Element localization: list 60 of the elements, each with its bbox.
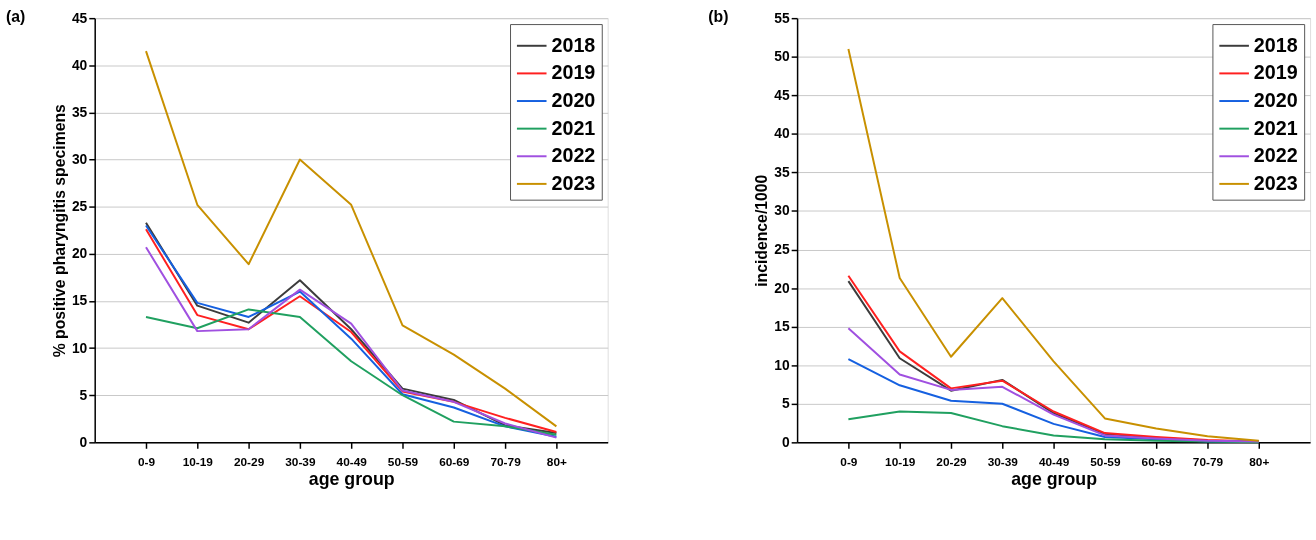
y-tick-label: 45: [774, 86, 791, 103]
chart-title: (a): [5, 8, 26, 26]
y-tick-label: 25: [774, 240, 791, 257]
legend-label: 2022: [551, 144, 596, 167]
x-tick-label: 70-79: [490, 454, 522, 469]
y-tick-label: 55: [774, 9, 791, 26]
y-tick-label: 30: [774, 202, 791, 219]
y-tick-label: 45: [71, 9, 88, 26]
legend-label: 2021: [551, 116, 596, 139]
legend-label: 2018: [551, 33, 596, 56]
line-series: [847, 327, 1260, 443]
legend-label: 2023: [551, 171, 596, 194]
y-tick-label: 20: [71, 245, 88, 262]
y-tick-label: 0: [79, 433, 88, 450]
x-tick-label: 70-79: [1192, 454, 1224, 469]
y-tick-label: 15: [71, 292, 88, 309]
legend-label: 2019: [551, 61, 596, 84]
legend-label: 2021: [1253, 116, 1298, 139]
y-tick-label: 5: [782, 395, 791, 412]
x-tick-label: 10-19: [182, 454, 214, 469]
y-tick-label: 5: [79, 386, 88, 403]
y-tick-label: 25: [71, 198, 88, 215]
line-series: [145, 308, 558, 436]
x-tick-label: 50-59: [1090, 454, 1121, 469]
y-tick-label: 40: [71, 56, 88, 73]
y-tick-label: 15: [774, 318, 791, 335]
x-axis-title: age group: [308, 469, 395, 490]
y-tick-label: 20: [774, 279, 791, 296]
legend-label: 2019: [1253, 61, 1298, 84]
legend-label: 2020: [551, 88, 596, 111]
y-tick-label: 35: [774, 163, 791, 180]
y-tick-label: 50: [774, 48, 791, 65]
x-tick-label: 30-39: [285, 454, 316, 469]
y-tick-label: 30: [71, 151, 88, 167]
x-tick-label: 0-9: [137, 454, 156, 469]
x-tick-label: 20-29: [233, 454, 265, 469]
x-tick-label: 10-19: [885, 454, 916, 469]
x-tick-label: 50-59: [387, 454, 419, 469]
y-axis-title: incidence/1000: [753, 174, 771, 287]
chart-title: (b): [708, 8, 729, 26]
x-tick-label: 0-9: [840, 454, 858, 469]
y-tick-label: 0: [782, 433, 791, 450]
legend-label: 2023: [1253, 171, 1298, 194]
legend-label: 2018: [1253, 33, 1298, 56]
x-tick-label: 40-49: [336, 454, 368, 469]
y-tick-label: 10: [71, 339, 88, 356]
x-tick-label: 40-49: [1038, 454, 1070, 469]
x-tick-label: 80+: [546, 454, 567, 469]
x-tick-label: 80+: [1249, 454, 1270, 469]
x-tick-label: 20-29: [936, 454, 968, 469]
x-tick-label: 30-39: [987, 454, 1019, 469]
legend-label: 2022: [1253, 144, 1298, 167]
y-axis-title: % positive pharyngitis specimens: [51, 103, 69, 358]
y-tick-label: 10: [774, 356, 791, 373]
y-tick-label: 40: [774, 125, 791, 142]
x-axis-title: age group: [1011, 469, 1098, 490]
x-tick-label: 60-69: [1141, 454, 1173, 469]
legend-label: 2020: [1253, 88, 1298, 111]
y-tick-label: 35: [71, 103, 88, 120]
x-tick-label: 60-69: [439, 454, 470, 469]
